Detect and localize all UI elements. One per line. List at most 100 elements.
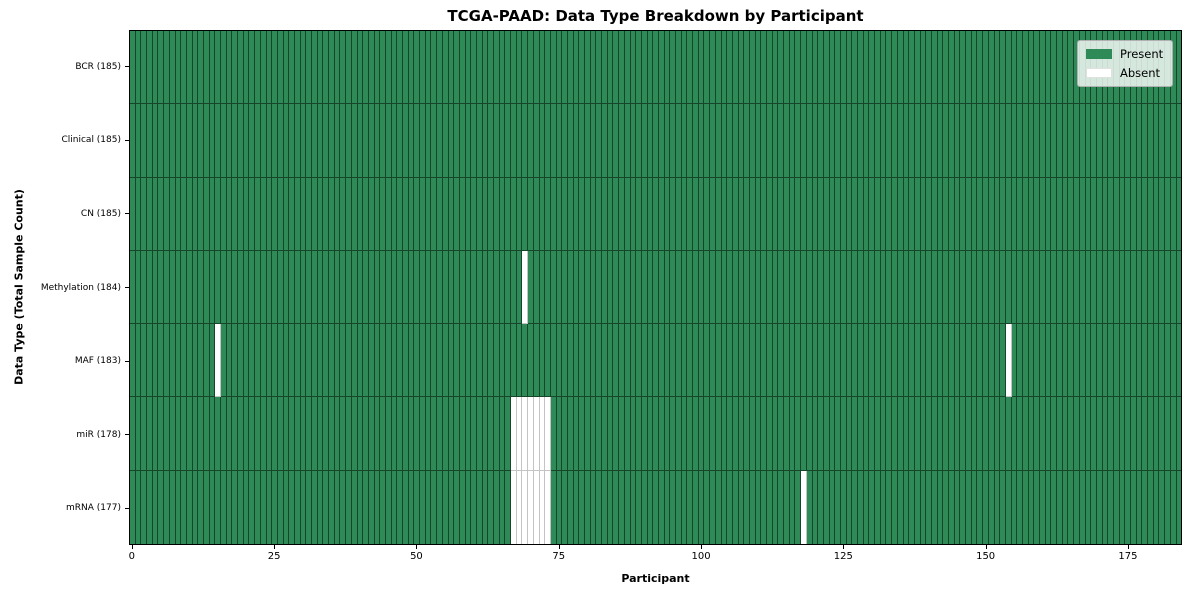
heatmap-cell-present <box>391 470 398 544</box>
heatmap-cell-present <box>380 397 386 471</box>
heatmap-cell-present <box>374 177 381 251</box>
heatmap-cell-absent <box>511 397 517 471</box>
heatmap-row-methylation <box>130 250 1182 325</box>
heatmap-cell-present <box>329 250 335 325</box>
heatmap-cell-present <box>949 104 955 178</box>
heatmap-cell-present <box>209 324 216 398</box>
heatmap-cell-present <box>1068 470 1075 544</box>
heatmap-cell-present <box>738 324 745 398</box>
heatmap-cell-present <box>653 250 659 325</box>
heatmap-cell-present <box>1005 470 1012 544</box>
heatmap-cell-present <box>147 31 153 105</box>
heatmap-cell-present <box>579 324 585 398</box>
heatmap-cell-present <box>636 470 642 544</box>
heatmap-cell-present <box>926 104 932 178</box>
heatmap-cell-present <box>852 104 858 178</box>
heatmap-cell-present <box>749 250 756 325</box>
legend: Present Absent <box>1077 40 1174 87</box>
heatmap-cell-present <box>681 250 688 325</box>
heatmap-cell-present <box>192 250 199 325</box>
heatmap-cell-present <box>641 250 648 325</box>
heatmap-cell-present <box>1131 324 1137 398</box>
heatmap-cell-present <box>585 324 591 398</box>
heatmap-cell-present <box>1165 470 1171 544</box>
heatmap-cell-present <box>852 470 858 544</box>
heatmap-cell-present <box>772 397 779 471</box>
heatmap-cell-present <box>971 470 978 544</box>
heatmap-cell-present <box>920 324 927 398</box>
heatmap-cell-present <box>1159 470 1166 544</box>
heatmap-cell-present <box>698 470 705 544</box>
heatmap-cell-present <box>476 177 483 251</box>
heatmap-cell-present <box>431 397 438 471</box>
y-tick-label-maf: MAF (183) <box>74 356 121 367</box>
heatmap-cell-present <box>806 177 813 251</box>
heatmap-cell-present <box>829 104 836 178</box>
heatmap-cell-present <box>181 31 187 105</box>
heatmap-cell-present <box>886 31 893 105</box>
heatmap-cell-present <box>624 324 631 398</box>
heatmap-cell-present <box>1045 470 1052 544</box>
heatmap-cell-present <box>1119 104 1126 178</box>
heatmap-cell-present <box>994 397 1001 471</box>
heatmap-cell-present <box>556 397 563 471</box>
heatmap-cell-present <box>1022 250 1029 325</box>
heatmap-cell-present <box>414 177 421 251</box>
heatmap-cell-present <box>1079 397 1086 471</box>
heatmap-cell-present <box>186 104 193 178</box>
heatmap-cell-present <box>664 324 671 398</box>
heatmap-cell-present <box>391 250 398 325</box>
heatmap-cell-present <box>141 104 148 178</box>
heatmap-cell-present <box>1074 324 1080 398</box>
heatmap-cell-absent <box>533 470 540 544</box>
heatmap-cell-present <box>1034 324 1040 398</box>
heatmap-cell-present <box>289 31 295 105</box>
heatmap-cell-present <box>158 31 165 105</box>
heatmap-cell-present <box>545 250 551 325</box>
heatmap-cell-present <box>926 31 932 105</box>
heatmap-cell-present <box>1119 397 1126 471</box>
heatmap-cell-present <box>522 31 529 105</box>
heatmap-cell-present <box>835 397 841 471</box>
heatmap-cell-present <box>238 177 244 251</box>
heatmap-cell-absent <box>545 470 551 544</box>
heatmap-cell-present <box>312 104 318 178</box>
heatmap-cell-present <box>533 104 540 178</box>
heatmap-cell-present <box>647 397 654 471</box>
heatmap-cell-present <box>931 104 938 178</box>
heatmap-cell-present <box>670 397 676 471</box>
heatmap-cell-present <box>863 324 870 398</box>
heatmap-cell-present <box>528 324 534 398</box>
heatmap-cell-present <box>459 31 466 105</box>
heatmap-cell-present <box>562 250 568 325</box>
heatmap-cell-present <box>954 470 961 544</box>
heatmap-row-bcr <box>130 31 1182 105</box>
heatmap-cell-present <box>710 397 716 471</box>
heatmap-cell-present <box>198 177 204 251</box>
heatmap-cell-absent <box>522 470 529 544</box>
heatmap-cell-present <box>869 324 876 398</box>
heatmap-cell-present <box>670 177 676 251</box>
heatmap-cell-present <box>619 104 625 178</box>
heatmap-cell-present <box>1170 177 1177 251</box>
heatmap-cell-present <box>869 470 876 544</box>
heatmap-cell-present <box>943 31 949 105</box>
heatmap-cell-present <box>715 177 722 251</box>
heatmap-cell-present <box>1096 470 1103 544</box>
heatmap-cell-present <box>306 324 312 398</box>
heatmap-cell-present <box>704 324 711 398</box>
heatmap-cell-present <box>1176 104 1182 178</box>
heatmap-cell-present <box>823 470 830 544</box>
heatmap-cell-present <box>1011 324 1018 398</box>
heatmap-cell-present <box>704 104 711 178</box>
heatmap-cell-present <box>704 177 711 251</box>
heatmap-cell-present <box>567 31 574 105</box>
heatmap-cell-present <box>693 31 699 105</box>
heatmap-cell-present <box>1085 104 1092 178</box>
heatmap-cell-present <box>454 250 460 325</box>
heatmap-cell-present <box>556 324 563 398</box>
heatmap-cell-present <box>749 397 756 471</box>
heatmap-cell-present <box>294 104 301 178</box>
heatmap-cell-present <box>255 324 261 398</box>
heatmap-cell-present <box>499 397 506 471</box>
